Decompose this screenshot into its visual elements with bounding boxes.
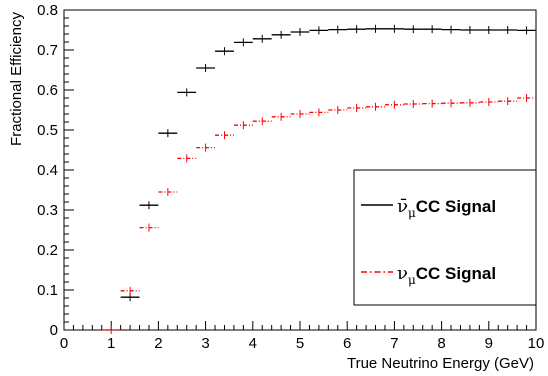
data-point [271, 30, 291, 39]
legend-symbol-series-1: ν̄ [397, 196, 408, 217]
y-tick-label: 0 [50, 322, 58, 339]
x-tick-label: 3 [201, 335, 209, 352]
y-tick-label: 0.2 [37, 242, 58, 259]
x-tick-label: 2 [154, 335, 162, 352]
data-point [460, 98, 480, 107]
data-point [101, 326, 121, 334]
x-tick-labels: 0 1 2 3 4 5 6 7 8 9 10 [60, 335, 545, 352]
data-point [290, 28, 310, 36]
data-point [328, 25, 348, 34]
legend-label-series-1: ν̄μCC Signal [397, 196, 496, 220]
series-2 [101, 94, 536, 334]
data-point [139, 201, 159, 210]
y-tick-label: 0.4 [37, 162, 58, 179]
y-tick-label: 0.8 [37, 2, 58, 19]
data-point [271, 112, 291, 121]
legend-sub-series-2: μ [408, 273, 416, 287]
y-tick-label: 0.7 [37, 42, 58, 59]
data-point [328, 106, 348, 114]
x-axis-title: True Neutrino Energy (GeV) [347, 355, 534, 372]
y-tick-labels: 0 0.1 0.2 0.3 0.4 0.5 0.6 0.7 0.8 [37, 2, 58, 339]
data-point [120, 286, 140, 295]
data-point [441, 25, 461, 34]
data-point [498, 26, 518, 34]
data-point [158, 129, 178, 138]
data-point [347, 104, 367, 112]
x-tick-label: 9 [485, 335, 493, 352]
y-tick-label: 0.6 [37, 82, 58, 99]
x-tick-label: 6 [343, 335, 351, 352]
data-point [290, 110, 310, 118]
legend-label-series-2: νμCC Signal [397, 263, 496, 287]
legend-symbol-series-2: ν [397, 263, 408, 284]
legend-sub-series-1: μ [408, 206, 416, 220]
x-tick-label: 7 [390, 335, 398, 352]
data-point [233, 38, 253, 47]
data-point [422, 99, 442, 108]
y-axis-title: Fractional Efficiency [8, 12, 25, 146]
data-point [177, 154, 197, 163]
data-point [233, 121, 253, 130]
data-point [158, 188, 178, 196]
x-tick-label: 1 [107, 335, 115, 352]
data-point [517, 94, 536, 102]
y-tick-label: 0.5 [37, 122, 58, 139]
legend-text-series-2: CC Signal [416, 264, 496, 283]
x-tick-label: 5 [296, 335, 304, 352]
data-point [366, 102, 385, 111]
data-point [177, 88, 197, 97]
x-tick-label: 4 [249, 335, 257, 352]
axis-ticks [63, 9, 537, 331]
data-point [403, 25, 423, 34]
data-point [403, 100, 423, 108]
data-point [252, 34, 272, 43]
data-point [479, 98, 499, 106]
data-point [196, 143, 216, 152]
data-point [384, 24, 404, 33]
legend-text-series-1: CC Signal [416, 197, 496, 216]
x-tick-label: 0 [60, 335, 68, 352]
data-point [517, 26, 536, 35]
data-point [347, 25, 367, 34]
series-1 [120, 24, 536, 302]
data-point [441, 99, 461, 108]
data-point [215, 131, 234, 140]
y-tick-label: 0.3 [37, 202, 58, 219]
data-point [196, 64, 216, 72]
data-point [309, 108, 329, 117]
series-layer [101, 24, 536, 334]
legend: ν̄μCC Signal νμCC Signal [353, 169, 537, 306]
data-point [479, 26, 499, 34]
x-tick-label: 8 [437, 335, 445, 352]
data-point [460, 26, 480, 34]
data-point [215, 47, 234, 56]
data-point [384, 100, 404, 109]
data-point [366, 24, 385, 33]
data-point [498, 97, 518, 106]
y-tick-label: 0.1 [37, 282, 58, 299]
legend-box [353, 169, 537, 306]
x-tick-label: 10 [528, 335, 545, 352]
data-point [139, 223, 159, 232]
data-point [252, 117, 272, 126]
data-point [422, 25, 442, 34]
data-point [309, 26, 329, 35]
